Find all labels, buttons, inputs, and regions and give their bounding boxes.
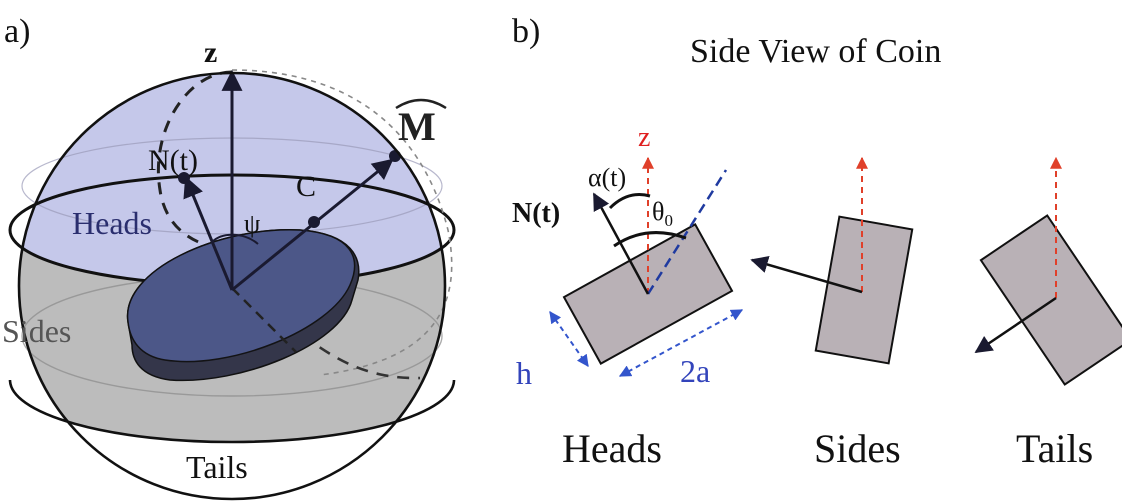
panel-b-label: b) (512, 13, 540, 50)
panel-a-label: a) (4, 13, 30, 50)
n-vector-arrow (183, 176, 234, 291)
tails-caption: Tails (1016, 426, 1093, 471)
psi-angle-arc (211, 233, 259, 245)
panel-a: a) (2, 13, 456, 501)
tails-region-label: Tails (186, 449, 248, 485)
sides-caption: Sides (814, 426, 901, 471)
heads-region-label: Heads (72, 205, 152, 241)
h-dimension-arrow (549, 311, 589, 367)
coin-top (126, 229, 356, 363)
theta-arc (613, 231, 687, 248)
heads-caption: Heads (562, 426, 662, 471)
sides-coin (750, 156, 914, 365)
m-great-circle (231, 69, 453, 376)
alpha-label: α(t) (588, 163, 626, 192)
coin-axis-dashed (231, 287, 297, 353)
heads-cap (19, 73, 445, 285)
sides-coin-rect (814, 215, 914, 365)
alpha-arc (608, 193, 651, 210)
m-hat-accent (395, 98, 447, 110)
n-label-b: N(t) (512, 198, 560, 229)
heads-coin (549, 156, 744, 377)
tails-coin-normal-arrow (974, 296, 1057, 354)
h-label: h (516, 355, 532, 391)
m-label: M (398, 104, 436, 149)
heads-coin-normal-arrow (592, 192, 650, 295)
coin-disk (126, 229, 360, 382)
sphere-outline (17, 71, 447, 501)
c-label: C (296, 170, 316, 203)
n-dashed-arc (157, 70, 241, 252)
c-point (308, 216, 320, 228)
m-hat-label: M (395, 98, 447, 149)
panel-b-title: Side View of Coin (690, 33, 941, 70)
z-label: z (204, 36, 217, 69)
theta-label: θ0 (652, 197, 673, 230)
sides-region-label: Sides (2, 313, 71, 349)
sides-coin-normal-arrow (750, 255, 863, 294)
n-point (178, 172, 190, 184)
theta-symbol: θ (652, 197, 664, 226)
psi-label: ψ (244, 209, 260, 238)
heads-coin-normal-dashed (646, 169, 728, 295)
panel-b: b) Side View of Coin z α(t) θ0 N(t) h 2a (512, 13, 1122, 471)
theta-subscript: 0 (664, 211, 673, 230)
twoa-label: 2a (680, 353, 710, 389)
tails-coin-rect (979, 214, 1122, 386)
tails-coin (974, 156, 1122, 386)
z-label-b: z (638, 122, 650, 153)
n-label: N(t) (148, 144, 198, 177)
sides-boundary (8, 379, 456, 444)
